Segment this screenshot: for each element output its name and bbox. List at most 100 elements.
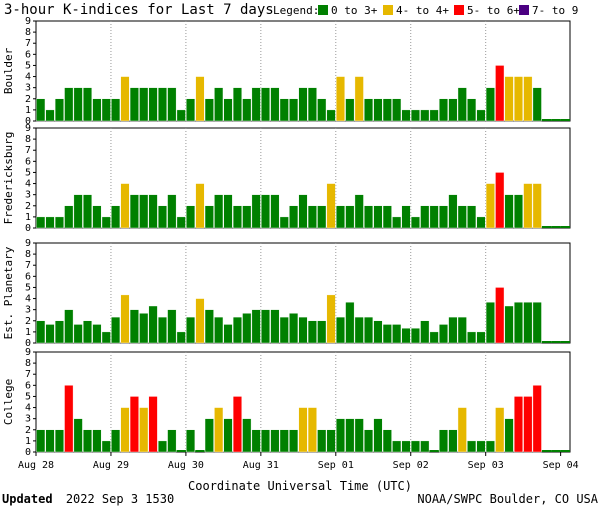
k-index-bar <box>214 194 224 229</box>
k-index-bar <box>467 205 477 229</box>
k-index-bar <box>457 316 467 344</box>
k-index-bar <box>92 324 102 344</box>
k-index-bar <box>45 109 55 122</box>
k-index-bar <box>251 194 261 229</box>
k-index-bar <box>111 205 121 229</box>
y-tick-label: 0 <box>25 338 31 349</box>
k-index-bar <box>242 418 252 453</box>
k-index-bar <box>111 429 121 453</box>
k-index-bar <box>429 205 439 229</box>
k-index-bar <box>129 87 139 122</box>
k-index-bar <box>298 407 308 453</box>
k-index-bar <box>364 98 374 122</box>
k-index-bar <box>139 194 149 229</box>
y-tick-label: 4 <box>25 294 31 305</box>
k-index-bar <box>373 205 383 229</box>
y-tick-label: 5 <box>25 282 31 293</box>
legend: 0 to 3+ 4- to 4+ 5- to 6+ 7- to 9 <box>318 4 578 17</box>
k-index-bar <box>410 328 420 344</box>
k-index-bar <box>448 98 458 122</box>
k-index-bar <box>92 205 102 229</box>
k-index-bar <box>467 440 477 453</box>
y-tick-label: 6 <box>25 380 31 391</box>
k-index-bar <box>335 76 345 122</box>
k-index-bar <box>54 429 64 453</box>
k-index-bar <box>485 183 495 229</box>
k-index-bar <box>513 302 523 344</box>
k-index-bar <box>420 109 430 122</box>
k-index-bar <box>36 98 46 122</box>
k-index-bar <box>523 302 533 344</box>
k-index-bar <box>457 407 467 453</box>
x-axis-label: Coordinate Universal Time (UTC) <box>188 479 412 493</box>
k-index-bar <box>551 119 561 121</box>
k-index-bar <box>326 294 336 344</box>
k-index-bar <box>532 302 542 344</box>
k-index-bar <box>157 440 167 453</box>
k-index-bar <box>195 298 205 344</box>
k-index-bar <box>448 429 458 453</box>
legend-swatch <box>318 5 328 15</box>
panel-label: Boulder <box>2 47 15 94</box>
k-index-bar <box>523 76 533 122</box>
k-index-bar <box>186 98 196 122</box>
k-index-bar <box>504 76 514 122</box>
k-index-bar <box>232 316 242 344</box>
k-index-bar <box>139 407 149 453</box>
k-index-bar <box>270 194 280 229</box>
k-index-bar <box>223 324 233 344</box>
k-index-bar <box>504 194 514 229</box>
k-index-bar <box>457 87 467 122</box>
y-tick-label: 7 <box>25 145 31 156</box>
k-index-bar <box>382 205 392 229</box>
k-index-bar <box>410 216 420 229</box>
y-tick-label: 9 <box>25 123 31 134</box>
k-index-bar <box>354 418 364 453</box>
k-index-bar <box>382 324 392 344</box>
k-index-bar <box>83 87 93 122</box>
k-index-bar <box>214 407 224 453</box>
k-index-bar <box>214 316 224 344</box>
k-index-bar <box>476 109 486 122</box>
k-index-bar <box>186 316 196 344</box>
k-index-bar <box>176 331 186 344</box>
k-index-bar <box>317 98 327 122</box>
y-tick-label: 7 <box>25 369 31 380</box>
k-index-bar <box>532 385 542 453</box>
k-index-bar <box>261 309 271 344</box>
panel-label: Fredericksburg <box>2 132 15 225</box>
k-index-bar <box>36 429 46 453</box>
k-index-bar <box>129 309 139 344</box>
k-index-bar <box>167 309 177 344</box>
k-index-bar <box>270 429 280 453</box>
k-index-bar <box>120 76 130 122</box>
y-tick-label: 5 <box>25 60 31 71</box>
k-index-bar <box>186 205 196 229</box>
k-index-bar <box>279 316 289 344</box>
k-index-bar <box>513 194 523 229</box>
k-index-bar <box>551 450 561 452</box>
y-tick-label: 5 <box>25 391 31 402</box>
k-index-bar <box>176 109 186 122</box>
k-index-bar <box>513 76 523 122</box>
legend-entry-label: 7- to 9 <box>532 4 578 17</box>
y-tick-label: 7 <box>25 38 31 49</box>
k-index-bar <box>560 450 570 452</box>
y-tick-label: 5 <box>25 167 31 178</box>
x-tick-label: Aug 31 <box>243 460 279 471</box>
k-index-bar <box>242 313 252 344</box>
y-tick-label: 3 <box>25 305 31 316</box>
k-index-bar <box>298 87 308 122</box>
k-index-bar <box>101 216 111 229</box>
x-axis-ticks: Aug 28 Aug 29 Aug 30 Aug 31 Sep 01 Sep 02 Sep … <box>18 452 579 471</box>
k-index-bar <box>485 440 495 453</box>
k-index-bar <box>45 324 55 344</box>
k-index-bar <box>83 429 93 453</box>
k-index-bar <box>541 226 552 228</box>
k-index-bar <box>541 341 552 343</box>
k-index-bar <box>129 396 139 453</box>
k-index-bar <box>439 324 449 344</box>
k-index-bar <box>289 205 299 229</box>
y-tick-label: 6 <box>25 49 31 60</box>
